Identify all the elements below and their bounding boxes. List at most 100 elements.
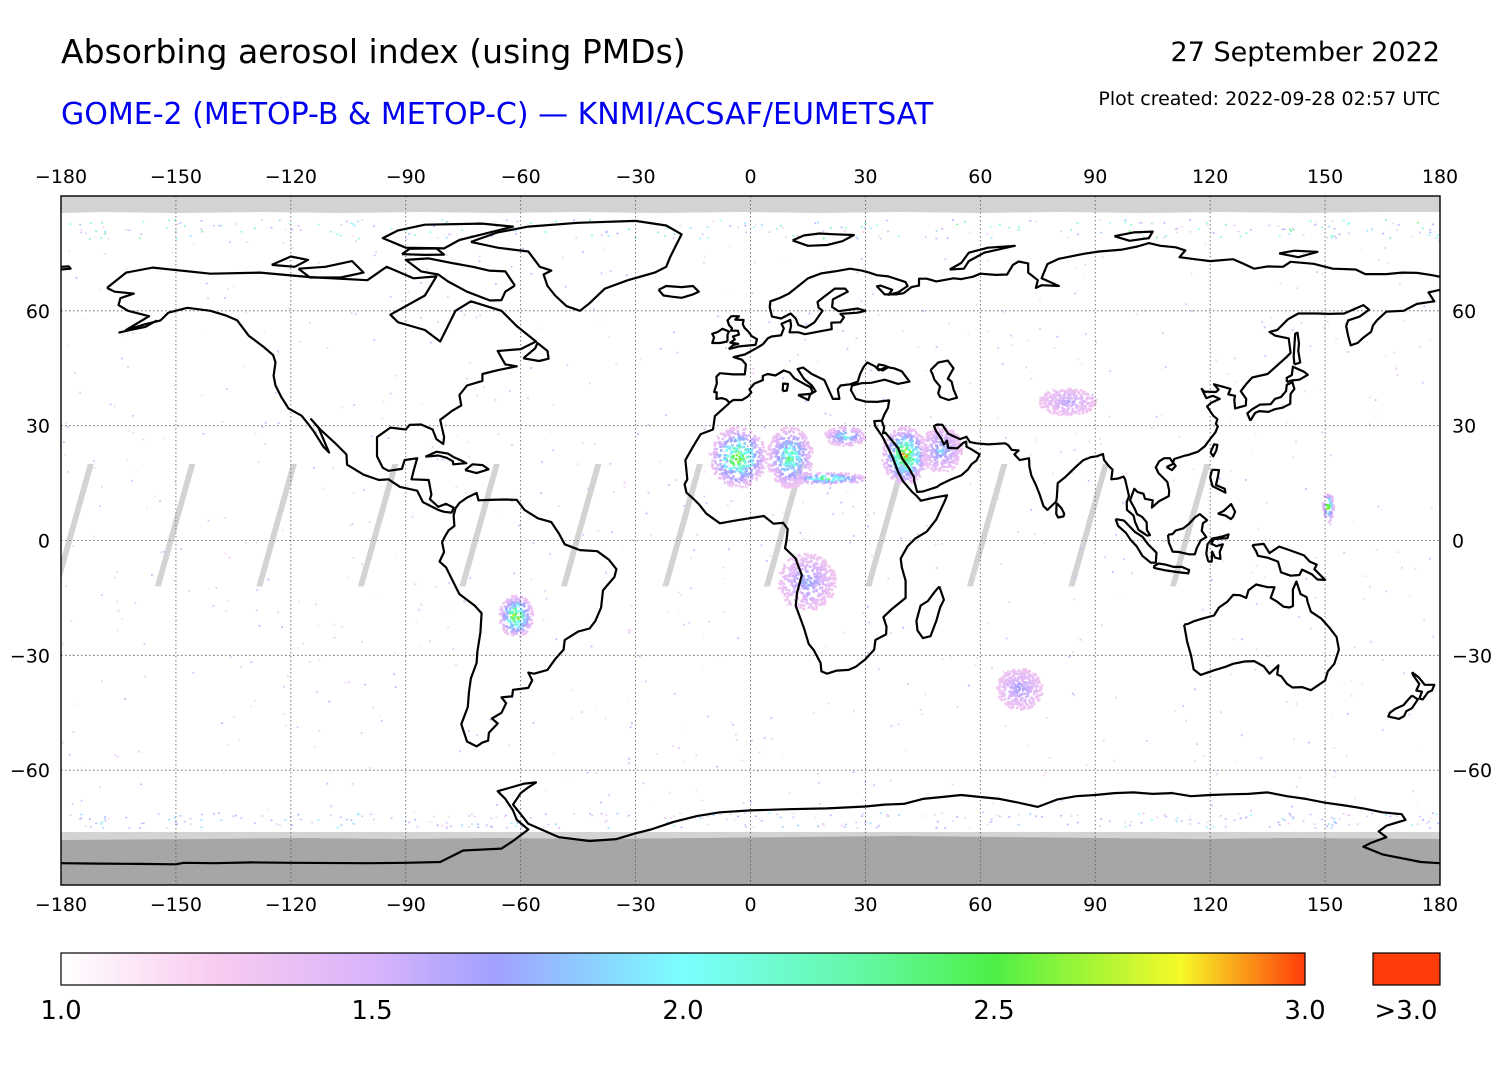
- aerosol-region: [920, 426, 964, 473]
- aerosol-region: [824, 425, 867, 447]
- x-tick-label-top: 90: [1083, 166, 1107, 188]
- coast-hispaniola: [464, 463, 490, 475]
- coast-philippines-luzon: [1209, 468, 1227, 494]
- orbit-gap-stripe: [865, 463, 906, 587]
- coast-devon-island: [401, 247, 446, 256]
- coast-sakhalin: [1292, 331, 1302, 366]
- x-tick-label-top: 180: [1422, 166, 1458, 188]
- coast-baffin-island: [404, 257, 516, 302]
- coast-south-america: [438, 491, 618, 748]
- coast-black-sea-crimea: [875, 363, 890, 372]
- colorbar-tick-label: 1.5: [351, 996, 392, 1026]
- coast-svalbard: [792, 232, 856, 247]
- orbit-gap-stripe: [1068, 463, 1109, 587]
- map-date: 27 September 2022: [1170, 37, 1440, 68]
- coast-sardinia: [781, 382, 790, 393]
- x-tick-label-bottom: 180: [1422, 894, 1458, 916]
- y-tick-label-left: 30: [26, 416, 50, 438]
- y-tick-label-left: −60: [10, 760, 50, 782]
- y-tick-label-left: 60: [26, 301, 50, 323]
- coast-sumatra: [1114, 518, 1158, 564]
- x-tick-label-top: 60: [968, 166, 992, 188]
- y-tick-label-right: 30: [1452, 416, 1476, 438]
- x-tick-label-top: 150: [1307, 166, 1343, 188]
- colorbar-over-box: [1372, 952, 1441, 986]
- coast-cuba: [424, 450, 468, 466]
- coast-britain: [726, 315, 759, 351]
- aerosol-region: [778, 552, 837, 611]
- x-tick-label-bottom: 0: [744, 894, 756, 916]
- orbit-gap-stripe: [560, 463, 602, 587]
- coast-north-america: [106, 265, 538, 514]
- coast-severnaya-zemlya: [1114, 230, 1154, 242]
- coast-newfoundland: [522, 341, 550, 363]
- coast-caspian-sea: [929, 359, 959, 402]
- orbit-gap-stripe: [154, 463, 196, 587]
- aerosol-region: [1039, 387, 1098, 417]
- coast-madagascar: [915, 585, 946, 640]
- coast-east-asia: [880, 288, 1440, 537]
- coast-sri-lanka: [1055, 502, 1066, 519]
- colorbar-over-label: >3.0: [1374, 996, 1437, 1026]
- orbit-gap-stripe: [1169, 463, 1211, 587]
- x-tick-label-top: −180: [35, 166, 87, 188]
- aerosol-region: [498, 594, 535, 638]
- x-tick-label-bottom: −180: [35, 894, 87, 916]
- coast-new-siberian-islands: [1278, 249, 1319, 259]
- coast-ireland: [711, 327, 731, 345]
- coast-iceland: [657, 284, 700, 299]
- map-frame: [60, 195, 1441, 886]
- colorbar-labels: 1.0 1.5 2.0 2.5 3.0 >3.0: [40, 996, 1437, 1026]
- x-tick-label-top: −30: [616, 166, 656, 188]
- coast-novaya-zemlya: [949, 244, 1016, 271]
- x-tick-label-bottom: −60: [501, 894, 541, 916]
- x-tick-label-top: 120: [1192, 166, 1228, 188]
- x-tick-label-bottom: 120: [1192, 894, 1228, 916]
- y-tick-label-left: 0: [38, 531, 50, 553]
- coast-wrangel-island: [61, 265, 72, 271]
- y-tick-label-right: −30: [1452, 645, 1492, 667]
- y-tick-label-right: 0: [1452, 531, 1464, 553]
- orbit-gap-stripe: [357, 463, 399, 587]
- aerosol-region: [1321, 493, 1336, 524]
- colorbar-gradient: [60, 952, 1306, 986]
- coast-borneo: [1166, 512, 1209, 556]
- x-tick-label-top: 30: [853, 166, 877, 188]
- x-tick-label-bottom: −120: [265, 894, 317, 916]
- x-tick-label-bottom: 30: [853, 894, 877, 916]
- coast-java: [1152, 562, 1191, 575]
- coast-new-guinea: [1251, 542, 1327, 582]
- y-tick-label-right: 60: [1452, 301, 1476, 323]
- x-tick-label-top: −150: [150, 166, 202, 188]
- plot-created-stamp: Plot created: 2022-09-28 02:57 UTC: [1098, 88, 1440, 110]
- colorbar-tick-label: 2.5: [973, 996, 1014, 1026]
- orbit-gap-stripes: [61, 463, 1211, 587]
- coast-victoria-island: [297, 260, 365, 279]
- aerosol-background-noise: [61, 219, 1440, 830]
- x-tick-label-bottom: −150: [150, 894, 202, 916]
- coast-alaska-peninsula: [118, 319, 158, 334]
- aerosol-region: [995, 668, 1044, 711]
- colorbar-tick-label: 2.0: [662, 996, 703, 1026]
- coast-taiwan: [1209, 443, 1219, 458]
- axis-ticks: −180 −180 −150 −150 −120 −120 −90 −90 −60 −60 −30 −…: [10, 166, 1492, 916]
- map-title: Absorbing aerosol index (using PMDs): [61, 32, 686, 71]
- aerosol-region: [766, 426, 814, 489]
- coast-sicily: [797, 392, 812, 402]
- coast-hainan: [1165, 462, 1177, 472]
- x-tick-label-bottom: −90: [386, 894, 426, 916]
- orbit-gap-stripe: [459, 463, 500, 587]
- coast-banks-island: [271, 255, 310, 268]
- x-tick-label-bottom: 90: [1083, 894, 1107, 916]
- x-tick-label-bottom: 60: [968, 894, 992, 916]
- map-subtitle: GOME-2 (METOP-B & METOP-C) — KNMI/ACSAF/…: [61, 97, 934, 132]
- y-tick-label-right: −60: [1452, 760, 1492, 782]
- aerosol-region: [790, 471, 866, 486]
- x-tick-label-top: 0: [744, 166, 756, 188]
- colorbar-tick-label: 1.0: [40, 996, 81, 1026]
- colorbar: 1.0 1.5 2.0 2.5 3.0 >3.0: [40, 952, 1441, 1026]
- coast-new-zealand-south: [1387, 694, 1419, 721]
- y-tick-label-left: −30: [10, 645, 50, 667]
- coast-japan: [1246, 381, 1296, 422]
- coast-sulawesi: [1205, 533, 1230, 563]
